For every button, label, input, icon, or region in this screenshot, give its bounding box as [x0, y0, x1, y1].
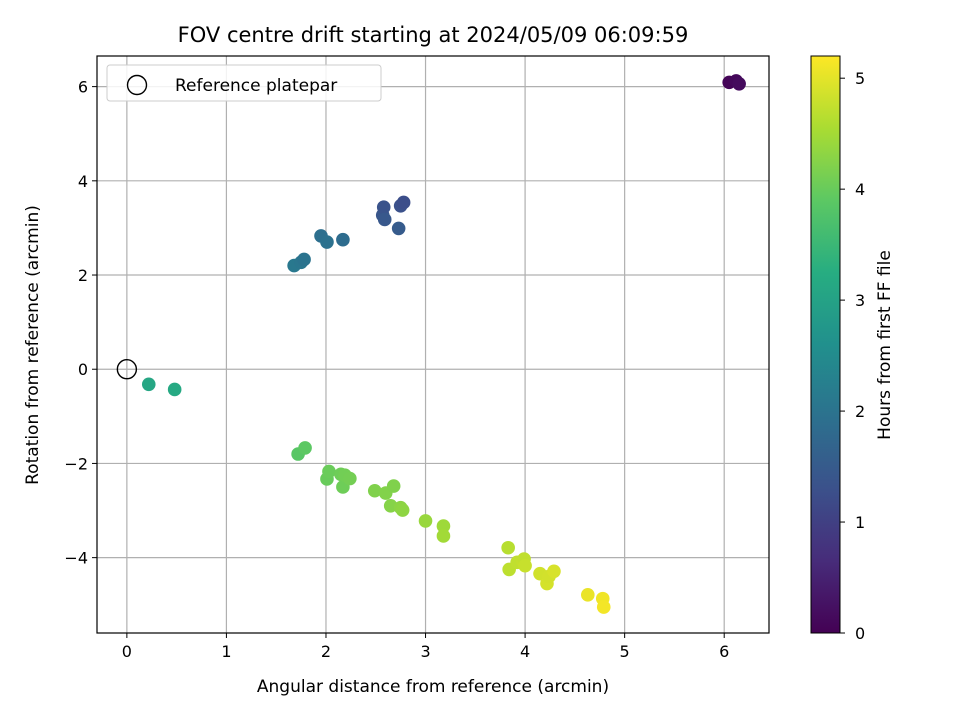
x-tick-label: 4 — [520, 642, 530, 661]
scatter-point — [395, 503, 410, 517]
scatter-point — [322, 464, 336, 479]
colorbar-tick-label: 4 — [855, 180, 865, 199]
x-axis-ticks: 0 1 2 3 4 5 6 — [122, 633, 729, 661]
y-tick-label: 0 — [78, 360, 88, 379]
scatter-point — [518, 558, 532, 573]
scatter-point — [298, 441, 312, 455]
y-axis-ticks: −4 −2 0 2 4 6 — [64, 78, 97, 568]
scatter-point — [367, 483, 382, 498]
legend: Reference platepar — [106, 64, 382, 102]
colorbar-tick-label: 1 — [855, 513, 865, 532]
colorbar-tick-label: 5 — [855, 69, 865, 88]
x-tick-label: 6 — [719, 642, 729, 661]
x-tick-label: 2 — [321, 642, 331, 661]
scatter-point — [320, 235, 334, 249]
scatter-point — [436, 519, 451, 533]
legend-entry-reference: Reference platepar — [175, 76, 337, 96]
grid — [97, 56, 769, 633]
colorbar-tick-label: 0 — [855, 624, 865, 643]
scatter-point — [436, 529, 451, 543]
colorbar: 0 1 2 3 4 5 Hours from first FF file — [810, 55, 895, 643]
scatter-point — [376, 200, 391, 214]
y-tick-label: −4 — [64, 549, 88, 568]
scatter-point — [141, 377, 156, 392]
scatter-point — [336, 232, 350, 247]
scatter-point — [391, 221, 406, 236]
y-axis-label: Rotation from reference (arcmin) — [23, 205, 43, 485]
reference-marker-layer — [116, 359, 138, 380]
scatter-point — [297, 252, 311, 267]
scatter-point — [343, 471, 357, 486]
colorbar-gradient — [810, 55, 841, 634]
colorbar-tick-label: 2 — [855, 402, 865, 421]
y-tick-label: 6 — [78, 78, 88, 97]
scatter-point — [396, 195, 411, 210]
x-tick-label: 5 — [620, 642, 630, 661]
scatter-points — [141, 74, 746, 614]
legend-box — [106, 64, 382, 102]
scatter-point — [501, 540, 515, 555]
colorbar-label: Hours from first FF file — [875, 250, 895, 440]
scatter-point — [581, 588, 595, 602]
y-tick-label: 4 — [78, 172, 88, 191]
x-tick-label: 3 — [420, 642, 430, 661]
scatter-point — [732, 76, 746, 91]
scatter-point — [547, 564, 561, 579]
colorbar-tick-label: 3 — [855, 291, 865, 310]
y-tick-label: −2 — [64, 454, 88, 473]
legend-marker-reference — [126, 74, 148, 96]
scatter-point — [377, 212, 392, 227]
x-tick-label: 1 — [221, 642, 231, 661]
colorbar-ticks: 0 1 2 3 4 5 — [840, 69, 865, 643]
scatter-point — [596, 600, 611, 614]
scatter-point — [418, 514, 433, 528]
scatter-point — [167, 382, 182, 397]
reference-platepar-marker — [116, 359, 138, 380]
scatter-point — [386, 479, 401, 493]
x-axis-label: Angular distance from reference (arcmin) — [257, 677, 609, 697]
x-tick-label: 0 — [122, 642, 132, 661]
y-tick-label: 2 — [78, 266, 88, 285]
chart-title: FOV centre drift starting at 2024/05/09 … — [178, 23, 689, 47]
plot-area-frame — [96, 55, 770, 634]
